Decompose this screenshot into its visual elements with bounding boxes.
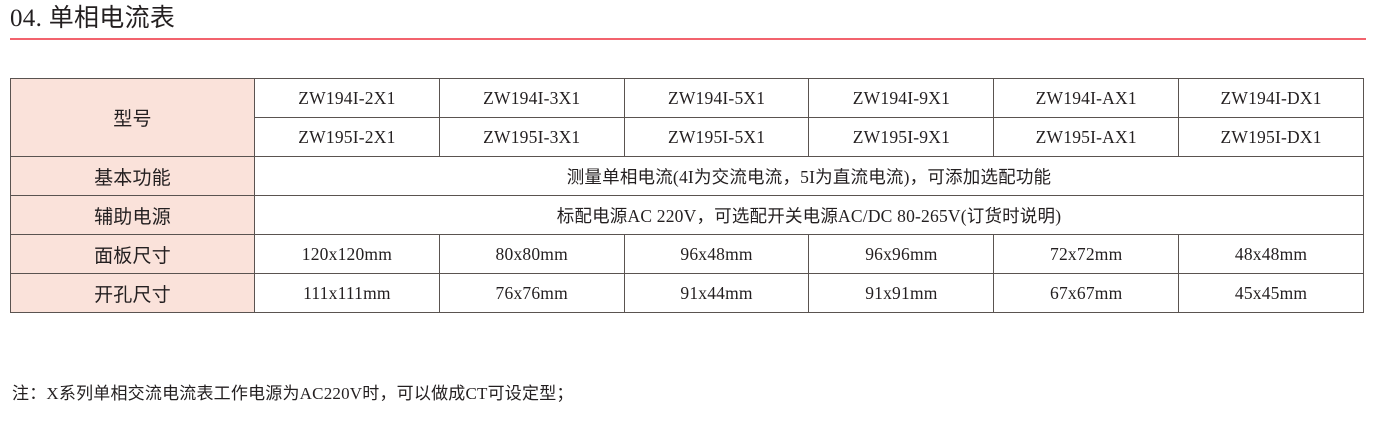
table-row-cutout-size: 开孔尺寸 111x111mm 76x76mm 91x44mm 91x91mm 6…	[10, 273, 1364, 313]
cell-cutout-size-2: 76x76mm	[438, 273, 625, 313]
page-title: 04. 单相电流表	[10, 5, 176, 32]
row-label-basic-function: 基本功能	[10, 156, 255, 196]
row-label-model: 型号	[10, 78, 255, 157]
heading-divider	[10, 38, 1366, 40]
cell-panel-size-2: 80x80mm	[438, 234, 625, 274]
table-row-model-line2: ZW195I-2X1 ZW195I-3X1 ZW195I-5X1 ZW195I-…	[11, 117, 1364, 157]
row-label-aux-power: 辅助电源	[10, 195, 255, 235]
cell-panel-size-4: 96x96mm	[808, 234, 995, 274]
cell-cutout-size-4: 91x91mm	[808, 273, 995, 313]
cell-aux-power-value: 标配电源AC 220V，可选配开关电源AC/DC 80-265V(订货时说明)	[254, 195, 1364, 235]
cell-model-195-1: ZW195I-2X1	[254, 117, 440, 157]
cell-model-194-6: ZW194I-DX1	[1178, 78, 1364, 118]
cell-panel-size-6: 48x48mm	[1178, 234, 1364, 274]
cell-model-194-2: ZW194I-3X1	[438, 78, 625, 118]
row-label-cutout-size: 开孔尺寸	[10, 273, 255, 313]
cell-panel-size-3: 96x48mm	[623, 234, 810, 274]
cell-model-195-6: ZW195I-DX1	[1178, 117, 1364, 157]
cell-model-195-4: ZW195I-9X1	[808, 117, 995, 157]
cell-cutout-size-5: 67x67mm	[993, 273, 1180, 313]
table-row-panel-size: 面板尺寸 120x120mm 80x80mm 96x48mm 96x96mm 7…	[10, 234, 1364, 274]
table-row-basic-function: 基本功能 测量单相电流(4I为交流电流，5I为直流电流)，可添加选配功能	[10, 156, 1364, 196]
cell-model-194-1: ZW194I-2X1	[254, 78, 440, 118]
cell-cutout-size-6: 45x45mm	[1178, 273, 1364, 313]
cell-model-195-3: ZW195I-5X1	[623, 117, 810, 157]
cell-model-195-5: ZW195I-AX1	[993, 117, 1180, 157]
cell-model-195-2: ZW195I-3X1	[438, 117, 625, 157]
cell-cutout-size-1: 111x111mm	[254, 273, 440, 313]
specification-table: 型号 ZW194I-2X1 ZW194I-3X1 ZW194I-5X1 ZW19…	[10, 78, 1364, 313]
cell-panel-size-1: 120x120mm	[254, 234, 440, 274]
table-footnote: 注：X系列单相交流电流表工作电源为AC220V时，可以做成CT可设定型；	[12, 384, 574, 403]
cell-model-194-4: ZW194I-9X1	[808, 78, 995, 118]
cell-model-194-3: ZW194I-5X1	[623, 78, 810, 118]
specification-table-container: 型号 ZW194I-2X1 ZW194I-3X1 ZW194I-5X1 ZW19…	[10, 78, 1364, 313]
cell-model-194-5: ZW194I-AX1	[993, 78, 1180, 118]
row-label-panel-size: 面板尺寸	[10, 234, 255, 274]
cell-basic-function-value: 测量单相电流(4I为交流电流，5I为直流电流)，可添加选配功能	[254, 156, 1364, 196]
table-row-model-line1: 型号 ZW194I-2X1 ZW194I-3X1 ZW194I-5X1 ZW19…	[10, 78, 1364, 157]
cell-panel-size-5: 72x72mm	[993, 234, 1180, 274]
cell-cutout-size-3: 91x44mm	[623, 273, 810, 313]
table-row-aux-power: 辅助电源 标配电源AC 220V，可选配开关电源AC/DC 80-265V(订货…	[10, 195, 1364, 235]
